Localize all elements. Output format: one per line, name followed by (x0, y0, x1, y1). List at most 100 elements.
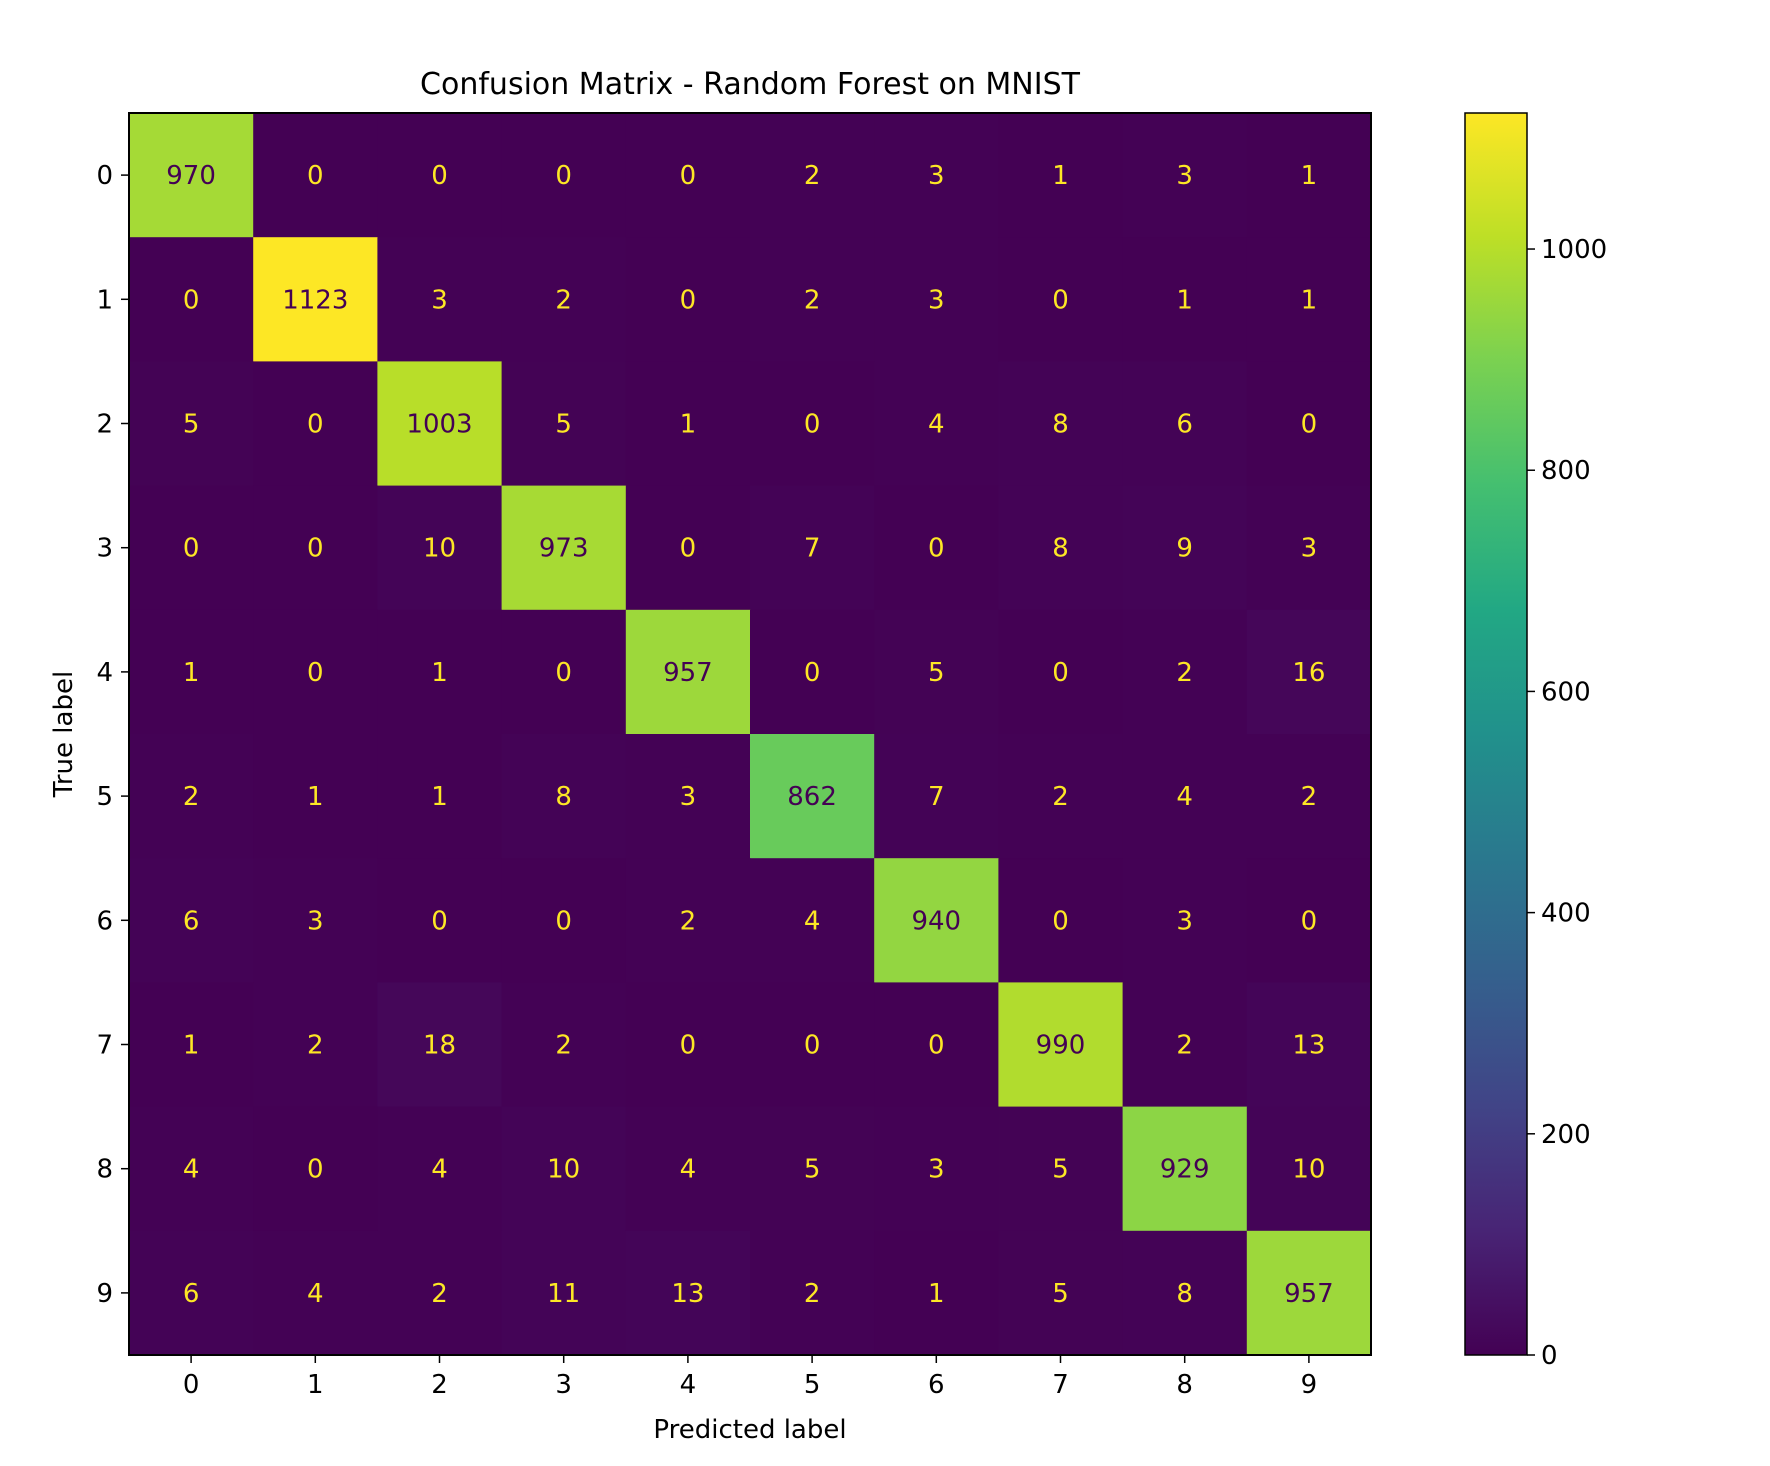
cell-value-label: 13 (671, 1279, 704, 1309)
cell-value-label: 10 (423, 534, 456, 564)
colorbar (1464, 112, 1528, 1356)
heatmap-cells (129, 113, 1372, 1356)
heatmap-cell (377, 485, 503, 611)
heatmap-cell (998, 609, 1124, 735)
heatmap-cell (1122, 982, 1248, 1108)
heatmap-cell (501, 858, 627, 983)
heatmap-cell (1246, 734, 1372, 859)
x-tick-label: 7 (1052, 1370, 1069, 1400)
cell-value-label: 5 (555, 410, 572, 440)
heatmap-cell (874, 237, 999, 362)
heatmap-cell (998, 485, 1124, 611)
cell-value-label: 4 (183, 1155, 200, 1185)
cell-value-label: 0 (928, 1031, 945, 1061)
heatmap-cell (750, 858, 875, 983)
heatmap-cell (998, 1106, 1124, 1232)
heatmap-cell (377, 237, 503, 362)
heatmap-cell (377, 858, 503, 983)
heatmap-cell (129, 1106, 254, 1232)
cell-value-label: 2 (1052, 782, 1069, 812)
heatmap-cell (750, 1106, 875, 1232)
chart-title: Confusion Matrix - Random Forest on MNIS… (420, 67, 1081, 102)
cell-value-label: 3 (307, 906, 324, 936)
heatmap-cell (625, 734, 751, 859)
heatmap-cell (750, 113, 875, 238)
heatmap-cell (874, 485, 999, 611)
cell-value-label: 2 (307, 1031, 324, 1061)
heatmap-cell (625, 237, 751, 362)
y-tick-label: 2 (96, 410, 113, 440)
y-tick-label: 4 (96, 658, 113, 688)
heatmap-cell (1246, 1106, 1372, 1232)
cell-value-label: 0 (307, 410, 324, 440)
heatmap-cell (129, 734, 254, 859)
x-tick-label: 8 (1176, 1370, 1193, 1400)
heatmap-cell (377, 609, 503, 735)
cell-value-label: 2 (804, 161, 821, 191)
heatmap-cell (129, 609, 254, 735)
heatmap-cell (253, 982, 378, 1108)
cell-value-label: 0 (1052, 658, 1069, 688)
cell-value-label: 6 (1176, 410, 1193, 440)
heatmap-cell (253, 1230, 378, 1356)
heatmap-cell (874, 982, 999, 1108)
heatmap-cell (129, 113, 254, 238)
cell-value-label: 1 (183, 658, 200, 688)
cell-value-label: 0 (680, 161, 697, 191)
cell-value-label: 9 (1176, 534, 1193, 564)
x-tick-label: 4 (680, 1370, 697, 1400)
cell-value-label: 3 (1176, 906, 1193, 936)
cell-value-label: 2 (431, 1279, 448, 1309)
plot-frame (128, 112, 1372, 1356)
y-tick-label: 8 (96, 1155, 113, 1185)
heatmap-cell (1122, 485, 1248, 611)
heatmap-cell (874, 734, 999, 859)
heatmap-cell (750, 609, 875, 735)
heatmap-cell (377, 113, 503, 238)
heatmap-cell (998, 1230, 1124, 1356)
cell-value-label: 0 (183, 285, 200, 315)
colorbar-tick-label: 1000 (1541, 235, 1607, 265)
colorbar-tick-label: 0 (1541, 1341, 1558, 1371)
cell-value-label: 3 (1176, 161, 1193, 191)
cell-value-label: 7 (804, 534, 821, 564)
heatmap-cell (1246, 609, 1372, 735)
y-tick-label: 6 (96, 906, 113, 936)
cell-value-label: 0 (555, 906, 572, 936)
heatmap-cell (750, 1230, 875, 1356)
cell-value-label: 0 (307, 658, 324, 688)
cell-value-label: 2 (1301, 782, 1318, 812)
heatmap-cell (625, 1230, 751, 1356)
heatmap-cell (501, 485, 627, 611)
cell-value-label: 3 (431, 285, 448, 315)
heatmap-cell (377, 1106, 503, 1232)
cell-value-label: 2 (1176, 1031, 1193, 1061)
heatmap-cell (501, 1230, 627, 1356)
heatmap-cell (501, 982, 627, 1108)
cell-value-label: 3 (928, 285, 945, 315)
heatmap-cell (1122, 858, 1248, 983)
heatmap-cell (1246, 1230, 1372, 1356)
heatmap-cell (874, 609, 999, 735)
cell-value-label: 990 (1036, 1031, 1086, 1061)
heatmap-cell (625, 361, 751, 487)
heatmap-cell (1246, 982, 1372, 1108)
colorbar-tick-label: 400 (1541, 899, 1591, 929)
cell-value-label: 0 (307, 1155, 324, 1185)
y-tick-label: 1 (96, 285, 113, 315)
heatmap-cell (377, 361, 503, 487)
heatmap-cell (998, 858, 1124, 983)
heatmap-cell (874, 113, 999, 238)
cell-value-label: 1 (431, 658, 448, 688)
cell-value-label: 4 (307, 1279, 324, 1309)
cell-value-label: 10 (547, 1155, 580, 1185)
cell-value-label: 6 (183, 1279, 200, 1309)
heatmap-cell-labels: 970 0 0 0 0 2 3 1 3 10 1123 3 2 0 2 3 0 1 15 0 1003 5 1 0 4 8 6 00 0… (166, 161, 1333, 1309)
heatmap-cell (129, 1230, 254, 1356)
cell-value-label: 0 (680, 534, 697, 564)
cell-value-label: 0 (928, 534, 945, 564)
heatmap-cell (501, 237, 627, 362)
cell-value-label: 862 (787, 782, 837, 812)
cell-value-label: 1 (680, 410, 697, 440)
